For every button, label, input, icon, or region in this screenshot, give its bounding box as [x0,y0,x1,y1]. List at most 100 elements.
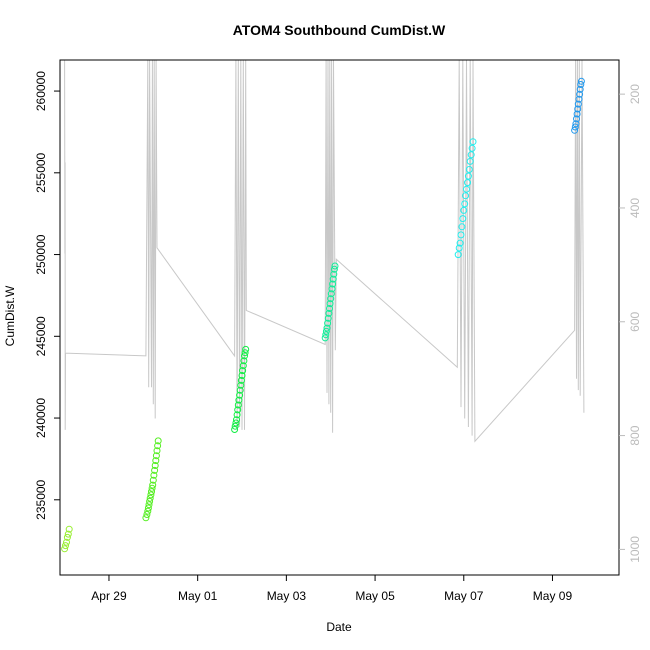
data-point [457,231,465,239]
data-point [231,426,239,433]
data-point [574,100,582,108]
data-point [330,270,338,278]
data-point [64,530,72,538]
data-point [151,466,159,474]
x-tick-label: Apr 29 [91,589,127,603]
series-1 [61,525,73,553]
data-point [328,285,336,293]
data-point [572,120,580,128]
data-point [576,90,584,98]
data-point [575,95,583,103]
data-point [149,476,157,484]
data-point [148,488,155,496]
x-tick-label: May 03 [267,589,307,603]
data-point [574,105,582,113]
data-point [62,542,69,550]
data-point [573,110,581,118]
data-point [233,416,240,424]
data-point [322,331,330,339]
data-point [459,215,467,223]
data-point [239,362,247,370]
data-point [154,437,162,445]
data-point [149,481,157,489]
y-tick-label: 255000 [34,152,48,192]
data-point [242,345,250,353]
x-tick-label: May 09 [533,589,573,603]
data-point [144,507,152,515]
background-line-layer [64,60,585,443]
data-point [147,491,155,499]
y-tick-label: 235000 [34,479,48,519]
data-point [464,179,471,187]
data-point [321,334,329,342]
data-point [237,381,245,389]
y-tick-label: 240000 [34,398,48,438]
background-line [64,60,585,443]
data-point [454,251,462,259]
data-point [325,309,333,317]
y-axis: 235000 240000 245000 250000 255000 260000 [34,71,60,520]
y2-tick-label: 1000 [628,536,642,563]
data-point [577,81,585,88]
data-point [329,275,337,283]
data-point [63,538,70,546]
y-axis-label: CumDist.W [3,285,17,346]
data-point [323,324,331,332]
data-point [326,300,334,308]
data-point [148,484,156,492]
data-point [232,419,240,427]
plot-frame [59,59,620,576]
data-point [235,396,243,404]
data-point [327,290,335,298]
data-point [65,525,73,533]
data-point [153,447,161,455]
data-point [577,77,585,85]
y2-tick-label: 600 [628,311,642,331]
y2-tick-label: 200 [628,84,642,104]
data-point [239,367,247,375]
data-point [324,319,332,327]
data-point [152,457,160,465]
data-points-layer [61,77,585,553]
y2-tick-label: 400 [628,198,642,218]
data-point [154,442,162,450]
data-point [463,185,470,193]
data-point [329,280,337,288]
data-point [462,192,470,200]
data-point [464,172,472,180]
data-point [468,144,476,152]
data-point [322,327,330,335]
data-point [571,126,579,134]
data-point [152,452,160,460]
data-point [326,305,333,312]
data-point [231,422,239,430]
data-point [61,545,69,553]
data-point [576,85,584,93]
data-point [142,514,150,522]
data-point [151,462,159,469]
data-point [233,411,241,419]
data-point [469,138,477,146]
data-point [234,406,242,414]
data-point [461,200,469,208]
y-tick-label: 245000 [34,316,48,356]
data-point [456,239,464,247]
data-point [455,244,463,252]
y2-tick-label: 800 [628,425,642,445]
chart-title: ATOM4 Southbound CumDist.W [233,22,446,38]
data-point [143,511,151,518]
series-2 [142,437,162,522]
data-point [331,262,339,270]
data-point [63,533,71,541]
x-axis-label: Date [326,620,352,634]
secondary-y-axis: 200 400 600 800 1000 [619,84,642,563]
data-point [240,357,248,365]
data-point [150,471,158,479]
x-tick-label: May 05 [355,589,395,603]
data-point [236,391,244,399]
data-point [237,376,245,384]
data-point [145,501,153,509]
data-point [241,349,249,357]
data-point [241,352,248,360]
